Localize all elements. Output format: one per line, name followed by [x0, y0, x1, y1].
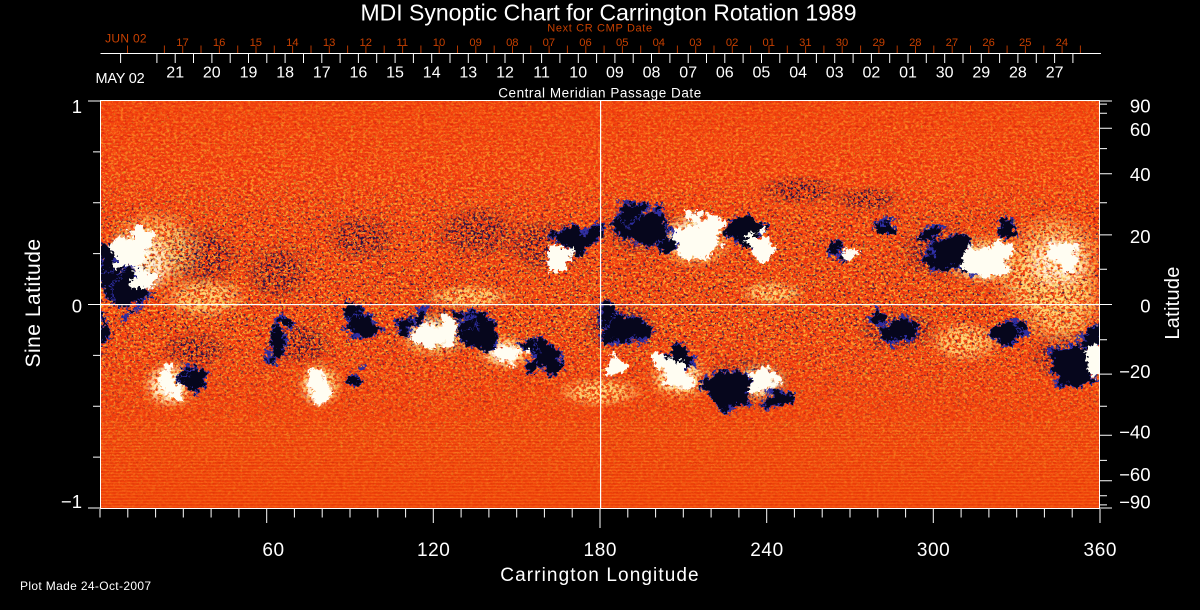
svg-text:02: 02	[863, 65, 881, 82]
svg-text:24: 24	[1056, 37, 1068, 49]
svg-text:15: 15	[250, 37, 262, 49]
svg-text:17: 17	[313, 65, 331, 82]
svg-text:03: 03	[689, 37, 701, 49]
svg-text:16: 16	[350, 65, 368, 82]
svg-text:15: 15	[386, 65, 404, 82]
svg-text:Carrington Longitude: Carrington Longitude	[500, 565, 699, 586]
svg-text:40: 40	[1130, 164, 1151, 185]
svg-text:06: 06	[716, 65, 734, 82]
svg-text:28: 28	[1009, 65, 1027, 82]
svg-text:13: 13	[459, 65, 477, 82]
svg-text:12: 12	[359, 37, 371, 49]
svg-text:−20: −20	[1119, 361, 1150, 382]
svg-text:01: 01	[762, 37, 774, 49]
svg-text:02: 02	[726, 37, 738, 49]
svg-text:09: 09	[606, 65, 624, 82]
svg-text:30: 30	[836, 37, 848, 49]
svg-text:60: 60	[1130, 119, 1151, 140]
svg-text:Central Meridian Passage Date: Central Meridian Passage Date	[498, 86, 702, 101]
svg-text:05: 05	[616, 37, 628, 49]
svg-text:04: 04	[653, 37, 665, 49]
svg-text:03: 03	[826, 65, 844, 82]
svg-text:300: 300	[917, 540, 951, 561]
svg-text:30: 30	[936, 65, 954, 82]
svg-text:29: 29	[872, 37, 884, 49]
svg-text:19: 19	[240, 65, 258, 82]
svg-text:20: 20	[203, 65, 221, 82]
svg-text:29: 29	[972, 65, 990, 82]
svg-text:1: 1	[72, 96, 82, 117]
svg-text:360: 360	[1084, 540, 1118, 561]
svg-text:09: 09	[469, 37, 481, 49]
svg-text:14: 14	[286, 37, 298, 49]
svg-text:05: 05	[753, 65, 771, 82]
svg-text:0: 0	[1140, 296, 1150, 317]
svg-text:17: 17	[176, 37, 188, 49]
svg-text:16: 16	[213, 37, 225, 49]
svg-text:27: 27	[1046, 65, 1064, 82]
svg-text:18: 18	[276, 65, 294, 82]
svg-text:Sine Latitude: Sine Latitude	[22, 238, 45, 367]
svg-text:−90: −90	[1119, 492, 1150, 513]
svg-text:Plot Made 24-Oct-2007: Plot Made 24-Oct-2007	[20, 579, 151, 593]
svg-text:60: 60	[262, 540, 284, 561]
svg-text:06: 06	[579, 37, 591, 49]
svg-text:07: 07	[543, 37, 555, 49]
svg-text:20: 20	[1130, 226, 1151, 247]
svg-text:240: 240	[750, 540, 784, 561]
svg-text:26: 26	[982, 37, 994, 49]
svg-text:01: 01	[899, 65, 917, 82]
svg-text:04: 04	[789, 65, 807, 82]
svg-text:12: 12	[496, 65, 514, 82]
svg-text:08: 08	[643, 65, 661, 82]
svg-text:−1: −1	[61, 491, 82, 512]
svg-text:10: 10	[433, 37, 445, 49]
svg-text:13: 13	[323, 37, 335, 49]
svg-text:MAY 02: MAY 02	[95, 71, 144, 87]
svg-text:08: 08	[506, 37, 518, 49]
svg-text:Next CR CMP Date: Next CR CMP Date	[547, 23, 653, 35]
svg-text:Latitude: Latitude	[1162, 266, 1184, 339]
svg-text:180: 180	[584, 540, 618, 561]
svg-text:11: 11	[533, 65, 550, 82]
svg-text:31: 31	[799, 37, 811, 49]
svg-text:−40: −40	[1119, 422, 1150, 443]
svg-text:25: 25	[1019, 37, 1031, 49]
svg-text:14: 14	[423, 65, 441, 82]
svg-text:07: 07	[679, 65, 697, 82]
svg-text:11: 11	[396, 37, 408, 49]
svg-text:27: 27	[946, 37, 958, 49]
svg-text:MDI Synoptic Chart for Carring: MDI Synoptic Chart for Carrington Rotati…	[360, 0, 856, 26]
svg-text:28: 28	[909, 37, 921, 49]
svg-text:0: 0	[72, 296, 82, 317]
svg-text:−60: −60	[1119, 464, 1150, 485]
svg-text:21: 21	[166, 65, 184, 82]
svg-text:90: 90	[1130, 96, 1151, 117]
svg-text:10: 10	[569, 65, 587, 82]
svg-text:JUN 02: JUN 02	[105, 32, 147, 46]
svg-text:120: 120	[417, 540, 451, 561]
